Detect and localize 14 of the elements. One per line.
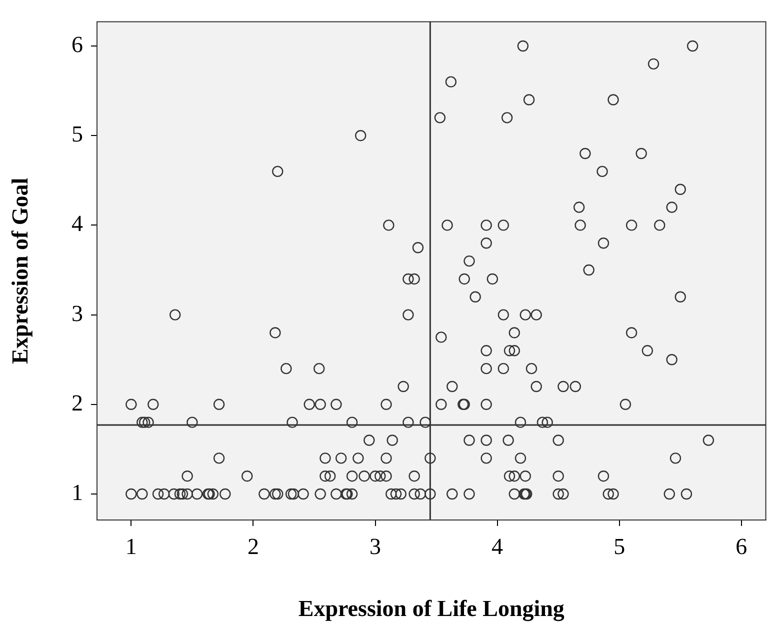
x-tick-label: 4 [492, 534, 504, 559]
x-axis-title: Expression of Life Longing [298, 596, 565, 622]
y-tick-label: 6 [72, 32, 83, 58]
y-axis-title: Expression of Goal [8, 178, 33, 364]
y-tick-label: 4 [72, 211, 84, 236]
y-tick-label: 5 [72, 122, 83, 147]
x-tick-label: 2 [247, 534, 259, 559]
x-tick-label: 1 [125, 534, 137, 559]
y-tick-label: 3 [72, 300, 83, 326]
x-tick-label: 3 [370, 534, 382, 559]
x-tick-label: 6 [736, 534, 748, 559]
y-tick-label: 1 [72, 480, 83, 506]
y-tick-label: 2 [72, 390, 83, 416]
x-tick-label: 5 [614, 534, 626, 559]
